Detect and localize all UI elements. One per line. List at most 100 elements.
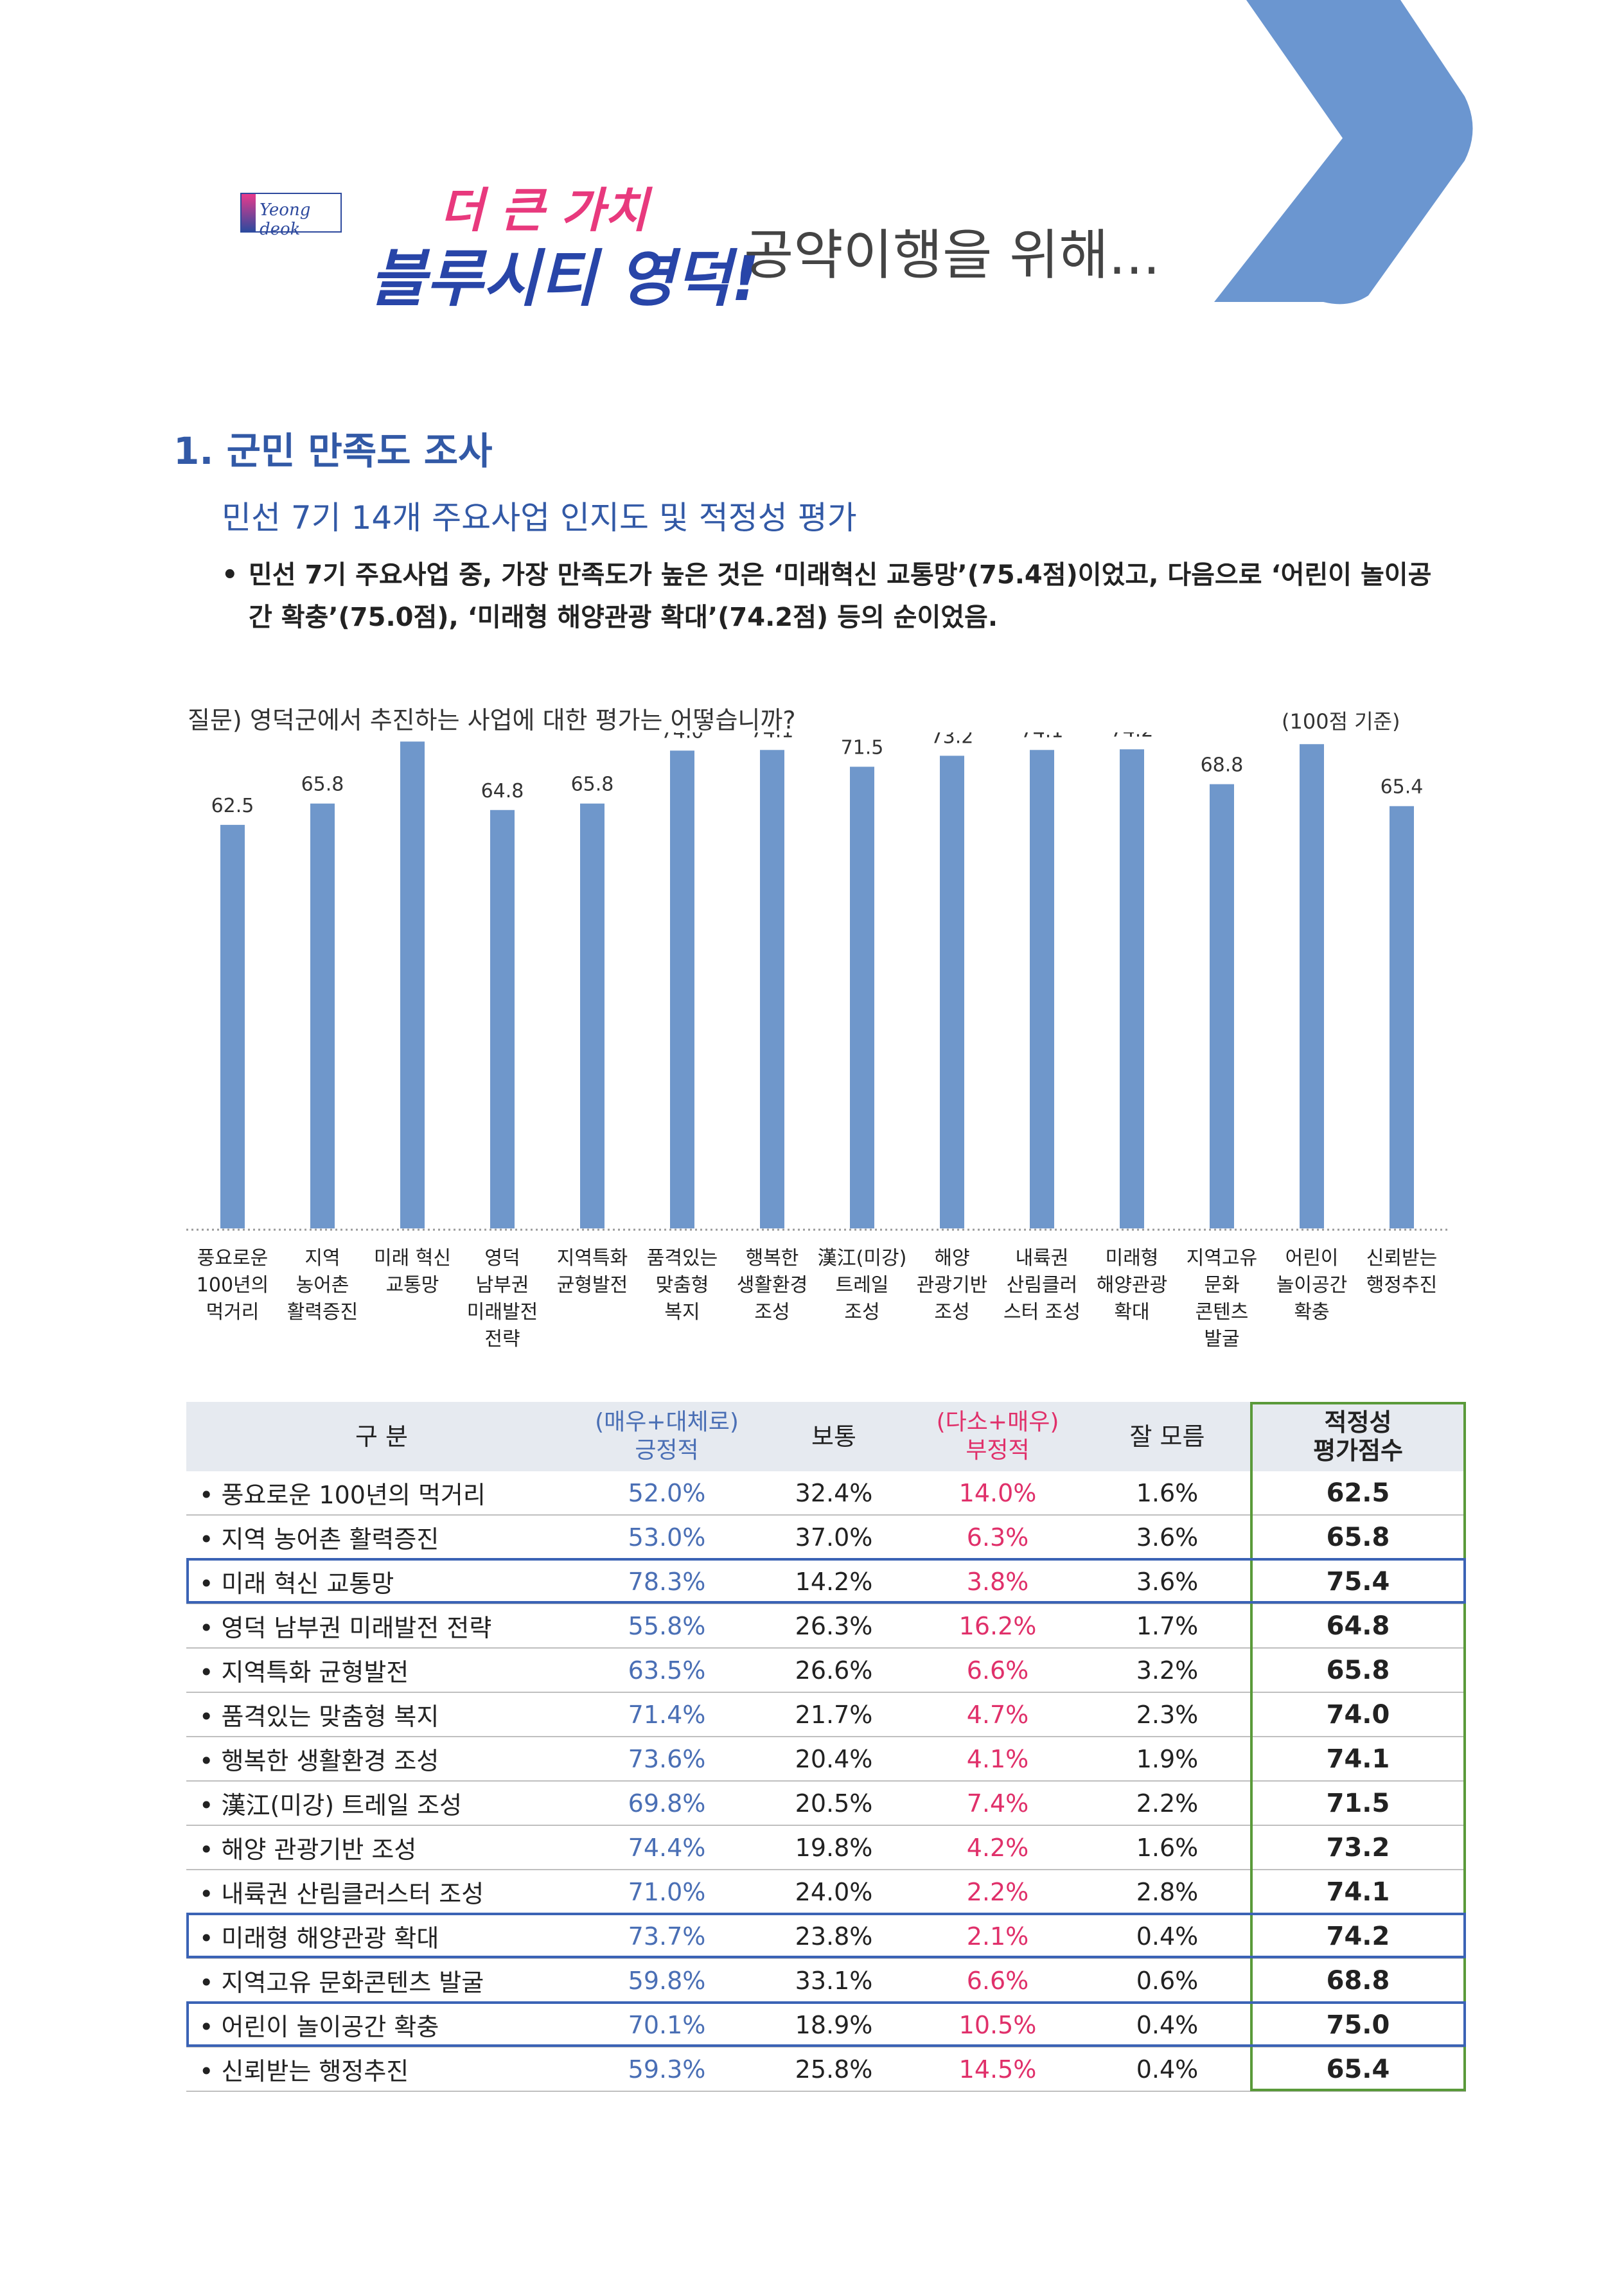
- row-positive: 55.8%: [577, 1604, 757, 1649]
- row-score: 68.8: [1250, 1958, 1466, 2003]
- x-tick-label-line: 품격있는: [646, 1247, 718, 1270]
- row-negative: 4.1%: [911, 1737, 1084, 1782]
- x-tick-label-line: 조성: [754, 1301, 790, 1323]
- x-tick-label: 漢江(미강) 트레일 조성: [817, 1245, 907, 1326]
- row-negative: 14.5%: [911, 2047, 1084, 2092]
- bar-value-label: 62.5: [211, 795, 254, 817]
- row-neutral: 20.4%: [757, 1737, 911, 1782]
- x-tick-label-line: 미래 혁신: [374, 1247, 451, 1270]
- row-unknown: 1.6%: [1084, 1471, 1250, 1516]
- row-name: • 품격있는 맞춤형 복지: [186, 1692, 577, 1737]
- bar: [850, 766, 874, 1228]
- row-neutral: 24.0%: [757, 1870, 911, 1915]
- row-unknown: 1.9%: [1084, 1737, 1250, 1782]
- table-row: • 漢江(미강) 트레일 조성 69.8% 20.5% 7.4% 2.2% 71.5: [186, 1781, 1466, 1826]
- row-unknown: 3.6%: [1084, 1559, 1250, 1604]
- bar: [490, 810, 515, 1228]
- summary-text: 민선 7기 주요사업 중, 가장 만족도가 높은 것은 ‘미래혁신 교통망’(7…: [249, 560, 1432, 632]
- row-score: 74.1: [1250, 1737, 1466, 1782]
- x-tick-label-line: 해양관광: [1096, 1274, 1168, 1297]
- row-neutral: 21.7%: [757, 1692, 911, 1737]
- row-positive: 59.8%: [577, 1958, 757, 2003]
- table-row: • 미래형 해양관광 확대 73.7% 23.8% 2.1% 0.4% 74.2: [186, 1914, 1466, 1959]
- x-tick-label-line: 놀이공간: [1276, 1274, 1348, 1297]
- row-negative: 7.4%: [911, 1781, 1084, 1826]
- x-tick-label: 지역 농어촌 활력증진: [278, 1245, 367, 1326]
- row-score: 65.8: [1250, 1648, 1466, 1693]
- row-name: • 내륙권 산림클러스터 조성: [186, 1870, 577, 1915]
- bar: [1120, 749, 1144, 1228]
- row-negative: 4.7%: [911, 1692, 1084, 1737]
- x-tick-label: 풍요로운 100년의 먹거리: [188, 1245, 278, 1326]
- bar: [400, 741, 425, 1228]
- chart-basis: (100점 기준): [1282, 709, 1400, 734]
- x-tick-label: 신뢰받는 행정추진: [1357, 1245, 1447, 1299]
- bar-value-label: 75.4: [391, 732, 434, 734]
- row-score: 65.8: [1250, 1515, 1466, 1560]
- bar: [310, 803, 335, 1228]
- table-header-row: 구 분 (매우+대체로) 긍정적 보통 (다소+매우) 부정적 잘 모름 적정성…: [186, 1402, 1466, 1471]
- table-row: • 지역고유 문화콘텐츠 발굴 59.8% 33.1% 6.6% 0.6% 68.8: [186, 1958, 1466, 2003]
- row-unknown: 2.8%: [1084, 1870, 1250, 1915]
- x-tick-label-line: 남부권: [475, 1274, 529, 1297]
- row-neutral: 33.1%: [757, 1958, 911, 2003]
- row-score: 75.4: [1250, 1559, 1466, 1604]
- bar-value-label: 74.2: [1111, 732, 1154, 741]
- row-score: 73.2: [1250, 1825, 1466, 1870]
- row-negative: 10.5%: [911, 2003, 1084, 2048]
- row-name: • 해양 관광기반 조성: [186, 1825, 577, 1870]
- header-unknown: 잘 모름: [1084, 1402, 1250, 1471]
- summary-bullet: • 민선 7기 주요사업 중, 가장 만족도가 높은 것은 ‘미래혁신 교통망’…: [222, 554, 1442, 639]
- x-tick-label-line: 확충: [1294, 1301, 1330, 1323]
- x-tick-label-line: 스터 조성: [1003, 1301, 1081, 1323]
- table-row: • 행복한 생활환경 조성 73.6% 20.4% 4.1% 1.9% 74.1: [186, 1737, 1466, 1782]
- row-name: • 지역 농어촌 활력증진: [186, 1515, 577, 1560]
- row-neutral: 19.8%: [757, 1825, 911, 1870]
- bar-value-label: 65.4: [1381, 776, 1424, 799]
- x-tick-label-line: 漢江(미강): [817, 1247, 907, 1270]
- chart-question: 질문) 영덕군에서 추진하는 사업에 대한 평가는 어떻습니까?: [188, 706, 796, 734]
- row-name: • 漢江(미강) 트레일 조성: [186, 1781, 577, 1826]
- x-tick-label: 지역고유 문화 콘텐츠 발굴: [1177, 1245, 1267, 1353]
- row-negative: 6.6%: [911, 1958, 1084, 2003]
- row-unknown: 3.6%: [1084, 1515, 1250, 1560]
- row-negative: 6.6%: [911, 1648, 1084, 1693]
- x-tick-label: 어린이 놀이공간 확충: [1267, 1245, 1357, 1326]
- bar-value-label: 73.2: [931, 732, 974, 748]
- x-tick-label: 미래 혁신 교통망: [367, 1245, 457, 1299]
- table-row: • 해양 관광기반 조성 74.4% 19.8% 4.2% 1.6% 73.2: [186, 1825, 1466, 1870]
- row-name: • 지역특화 균형발전: [186, 1648, 577, 1693]
- row-name: • 행복한 생활환경 조성: [186, 1737, 577, 1782]
- row-score: 74.0: [1250, 1692, 1466, 1737]
- bar: [1390, 806, 1414, 1228]
- row-neutral: 26.6%: [757, 1648, 911, 1693]
- x-tick-label: 지역특화 균형발전: [547, 1245, 637, 1299]
- row-positive: 78.3%: [577, 1559, 757, 1604]
- header-category: 구 분: [186, 1402, 577, 1471]
- x-tick-label: 행복한 생활환경 조성: [727, 1245, 817, 1326]
- row-score: 65.4: [1250, 2047, 1466, 2092]
- row-score: 74.2: [1250, 1914, 1466, 1959]
- bar: [1030, 750, 1054, 1228]
- x-tick-label-line: 조성: [934, 1301, 970, 1323]
- x-tick-label-line: 문화: [1204, 1274, 1240, 1297]
- table-row: • 품격있는 맞춤형 복지 71.4% 21.7% 4.7% 2.3% 74.0: [186, 1692, 1466, 1737]
- x-tick-label-line: 농어촌: [296, 1274, 349, 1297]
- row-unknown: 1.6%: [1084, 1825, 1250, 1870]
- x-tick-label-line: 해양: [934, 1247, 970, 1270]
- row-unknown: 0.4%: [1084, 1914, 1250, 1959]
- x-tick-label-line: 활력증진: [287, 1301, 358, 1323]
- row-positive: 74.4%: [577, 1825, 757, 1870]
- x-tick-label-line: 확대: [1114, 1301, 1150, 1323]
- x-tick-label-line: 신뢰받는: [1366, 1247, 1438, 1270]
- x-tick-label-line: 생활환경: [736, 1274, 808, 1297]
- table-row: • 어린이 놀이공간 확충 70.1% 18.9% 10.5% 0.4% 75.0: [186, 2003, 1466, 2048]
- x-tick-label-line: 미래형: [1105, 1247, 1159, 1270]
- row-positive: 59.3%: [577, 2047, 757, 2092]
- row-positive: 71.4%: [577, 1692, 757, 1737]
- bar: [220, 824, 245, 1228]
- x-tick-label-line: 지역고유: [1186, 1247, 1258, 1270]
- row-name: • 신뢰받는 행정추진: [186, 2047, 577, 2092]
- row-positive: 53.0%: [577, 1515, 757, 1560]
- table-row: • 지역 농어촌 활력증진 53.0% 37.0% 6.3% 3.6% 65.8: [186, 1515, 1466, 1560]
